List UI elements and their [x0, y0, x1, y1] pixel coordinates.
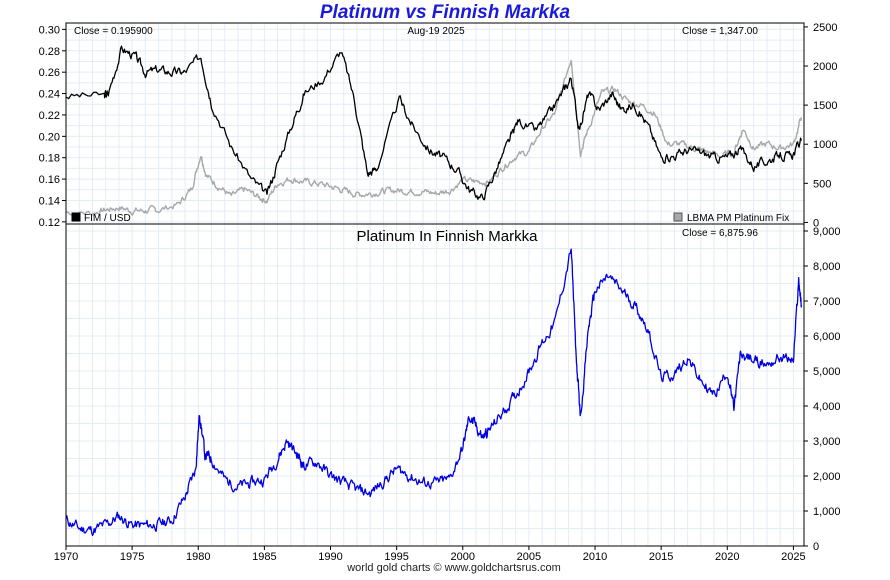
x-tick-label: 1985 [252, 551, 276, 563]
bottom-right-tick-label: 5,000 [813, 366, 841, 378]
bottom-gridlines [65, 224, 804, 547]
top-gridlines [65, 23, 804, 224]
top-left-tick-label: 0.26 [39, 67, 60, 79]
bottom-right-tick-label: 3,000 [813, 436, 841, 448]
top-right-tick-label: 2500 [813, 22, 837, 34]
bottom-right-tick-label: 1,000 [813, 506, 841, 518]
x-axis: 1970 1975 1980 1985 1990 1995 2000 2005 2010 2015… [54, 546, 806, 563]
top-left-tick-label: 0.16 [39, 174, 60, 186]
legend-platinum-label: LBMA PM Platinum Fix [687, 213, 789, 224]
fim-usd-line [65, 45, 803, 201]
x-tick-label: 2000 [451, 551, 475, 563]
top-left-tick-label: 0.30 [39, 24, 60, 36]
bottom-panel: 0 1,000 2,000 3,000 4,000 5,000 6,000 7,000 8,00… [54, 223, 841, 563]
x-tick-label: 2020 [715, 551, 739, 563]
bottom-right-tick-label: 2,000 [813, 471, 841, 483]
close-left-label: Close = 0.195900 [74, 26, 153, 37]
bottom-right-tick-label: 6,000 [813, 331, 841, 343]
x-tick-label: 1980 [186, 551, 210, 563]
bottom-plot-area [66, 224, 804, 546]
bottom-close-label: Close = 6,875.96 [682, 228, 758, 239]
legend-platinum-swatch [673, 212, 683, 222]
top-right-tick-label: 2000 [813, 61, 837, 73]
x-tick-label: 1990 [318, 551, 342, 563]
close-right-label: Close = 1,347.00 [682, 26, 758, 37]
top-right-tick-label: 1500 [813, 100, 837, 112]
top-panel: 0.12 0.14 0.16 0.18 0.20 0.22 0.24 0.26 0.28 0.30… [39, 22, 838, 230]
legend-fim-swatch [71, 212, 81, 222]
x-tick-label: 1995 [384, 551, 408, 563]
x-tick-label: 1970 [54, 551, 78, 563]
chart-title: Platinum vs Finnish Markka [319, 2, 571, 23]
top-left-tick-label: 0.28 [39, 46, 60, 58]
bottom-series-group [65, 248, 803, 537]
legend-fim-label: FIM / USD [84, 213, 131, 224]
top-right-tick-label: 500 [813, 178, 831, 190]
top-left-tick-label: 0.18 [39, 153, 60, 165]
x-tick-label: 2015 [649, 551, 673, 563]
top-right-tick-label: 0 [813, 217, 819, 229]
top-left-tick-label: 0.20 [39, 131, 60, 143]
top-right-tick-label: 1000 [813, 139, 837, 151]
top-series-group [65, 45, 803, 217]
top-left-tick-label: 0.12 [39, 217, 60, 229]
bottom-right-tick-label: 0 [813, 541, 819, 553]
date-label: Aug-19 2025 [407, 26, 465, 37]
top-left-tick-label: 0.24 [39, 89, 60, 101]
bottom-right-tick-label: 9,000 [813, 226, 841, 238]
credit-text: world gold charts © www.goldchartsrus.co… [347, 562, 561, 574]
top-left-tick-label: 0.14 [39, 195, 60, 207]
platinum-usd-line [65, 59, 803, 217]
x-tick-label: 1975 [120, 551, 144, 563]
bottom-right-tick-label: 8,000 [813, 261, 841, 273]
bottom-right-tick-label: 7,000 [813, 296, 841, 308]
x-tick-label: 2025 [781, 551, 805, 563]
bottom-right-tick-label: 4,000 [813, 401, 841, 413]
bottom-right-axis: 0 1,000 2,000 3,000 4,000 5,000 6,000 7,000 8,00… [804, 226, 841, 553]
x-tick-label: 2010 [583, 551, 607, 563]
platinum-fim-line [65, 248, 803, 537]
top-right-axis: 0 500 1000 1500 2000 2500 [804, 22, 837, 229]
bottom-chart-title: Platinum In Finnish Markka [357, 228, 539, 245]
top-left-tick-label: 0.22 [39, 110, 60, 122]
x-tick-label: 2005 [517, 551, 541, 563]
bottom-plot-border [65, 223, 805, 547]
top-left-axis: 0.12 0.14 0.16 0.18 0.20 0.22 0.24 0.26 0.28 0.30 [39, 24, 66, 229]
